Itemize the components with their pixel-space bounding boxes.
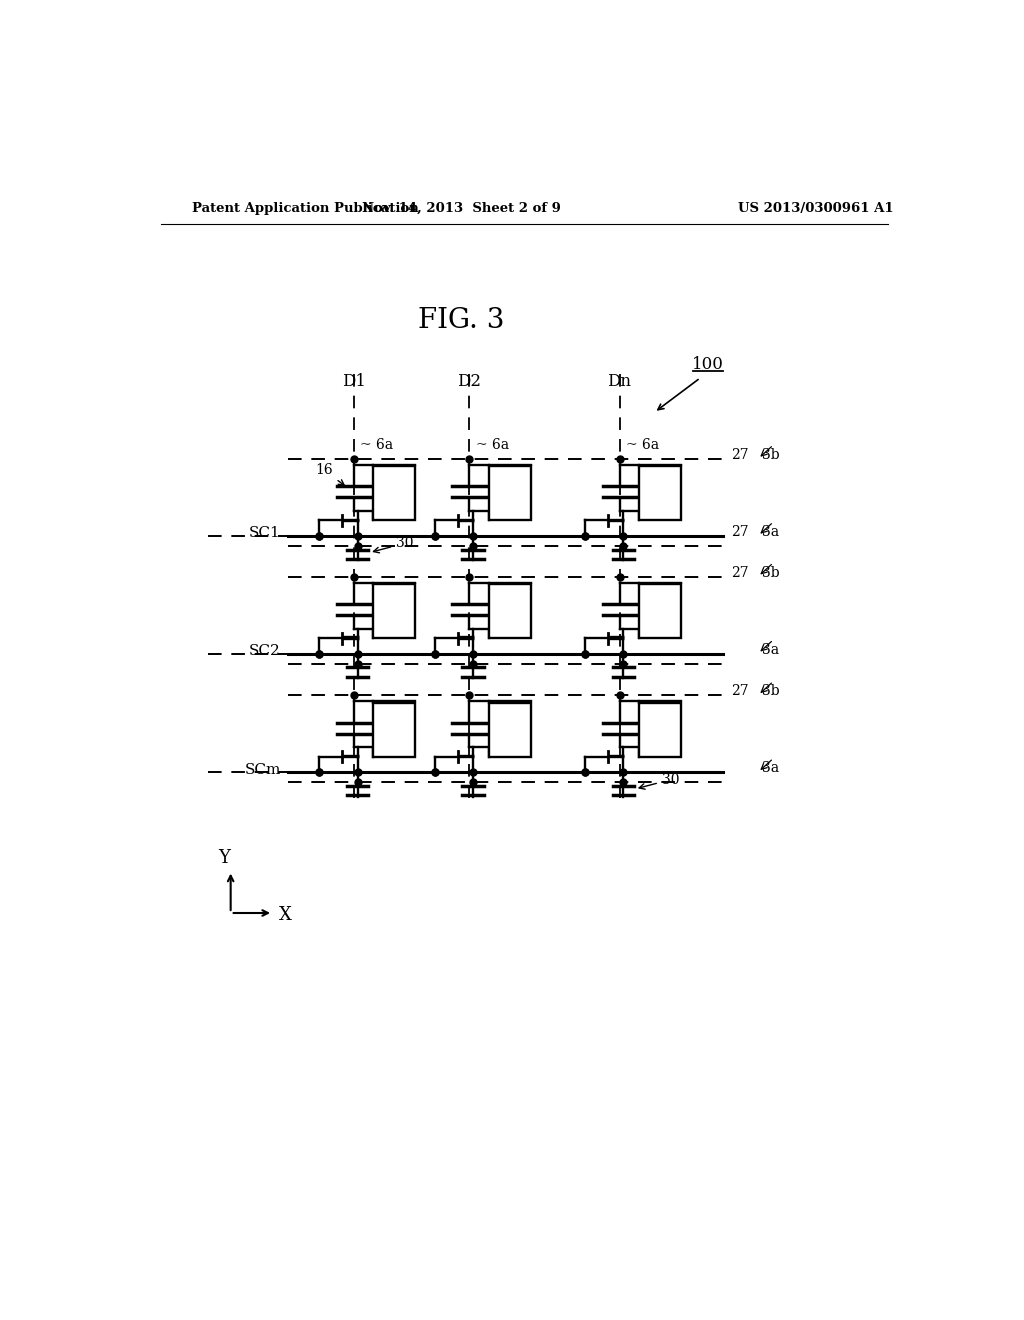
Text: Y: Y <box>218 849 230 867</box>
Text: US 2013/0300961 A1: US 2013/0300961 A1 <box>738 202 894 215</box>
Text: 3a: 3a <box>762 525 779 539</box>
Text: ~ 6a: ~ 6a <box>475 438 509 451</box>
Bar <box>373 585 416 638</box>
Text: 27: 27 <box>731 566 749 579</box>
Text: Nov. 14, 2013  Sheet 2 of 9: Nov. 14, 2013 Sheet 2 of 9 <box>362 202 561 215</box>
Bar <box>488 585 531 638</box>
Text: 27: 27 <box>731 447 749 462</box>
Text: 3b: 3b <box>762 566 779 579</box>
Text: ~ 6a: ~ 6a <box>360 438 393 451</box>
Text: SCm: SCm <box>245 763 281 776</box>
Text: SC1: SC1 <box>249 527 281 540</box>
Text: 30: 30 <box>639 772 679 789</box>
Text: 100: 100 <box>692 356 724 374</box>
Bar <box>639 466 681 520</box>
Text: 27: 27 <box>731 525 749 539</box>
Text: D2: D2 <box>458 374 481 391</box>
Text: ~ 6a: ~ 6a <box>626 438 658 451</box>
Text: 30: 30 <box>374 536 414 553</box>
Text: 3b: 3b <box>762 684 779 698</box>
Bar <box>373 466 416 520</box>
Bar <box>373 702 416 756</box>
Text: 27: 27 <box>731 684 749 698</box>
Text: SC2: SC2 <box>249 644 281 659</box>
Text: X: X <box>280 907 292 924</box>
Text: 3b: 3b <box>762 447 779 462</box>
Text: Patent Application Publication: Patent Application Publication <box>193 202 419 215</box>
Bar <box>639 702 681 756</box>
Text: FIG. 3: FIG. 3 <box>419 306 505 334</box>
Text: 3a: 3a <box>762 762 779 775</box>
Text: Dn: Dn <box>607 374 632 391</box>
Text: 16: 16 <box>315 463 344 486</box>
Text: D1: D1 <box>342 374 366 391</box>
Bar <box>488 466 531 520</box>
Bar <box>639 585 681 638</box>
Text: 3a: 3a <box>762 643 779 656</box>
Bar <box>488 702 531 756</box>
